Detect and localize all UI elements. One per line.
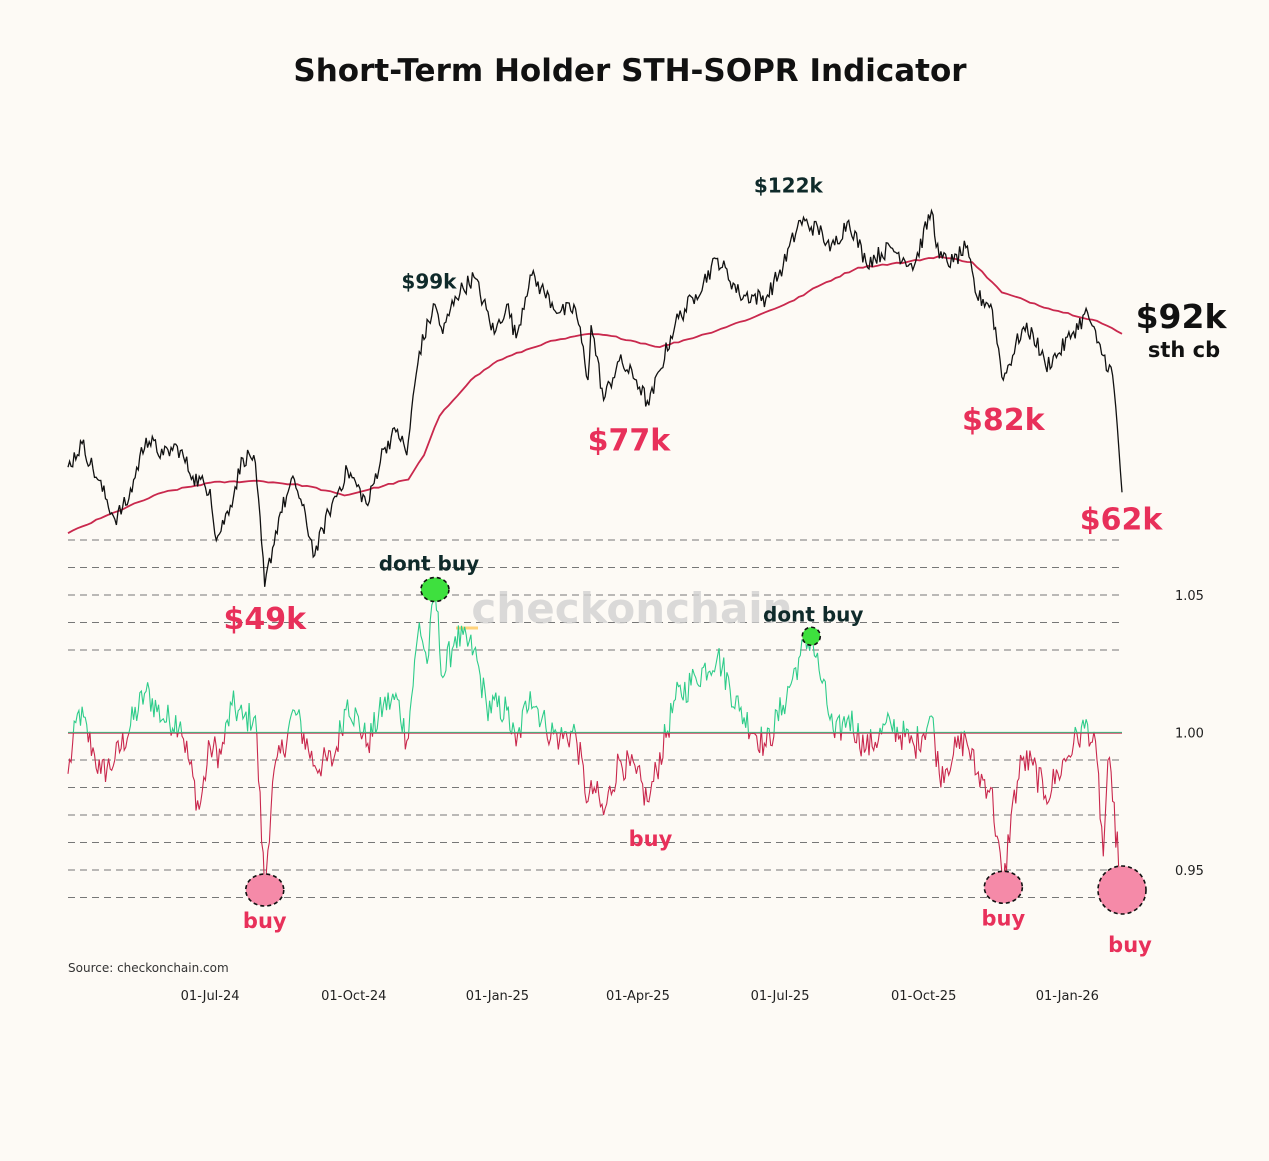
price-annotation: $82k: [962, 403, 1046, 438]
dont-buy-label: dont buy: [763, 602, 863, 626]
y-tick-label: 0.95: [1175, 864, 1204, 879]
chart-title: Short-Term Holder STH-SOPR Indicator: [293, 53, 967, 89]
annotations: dont buy dont buy buy buy buy buy $99k $122k $77…: [223, 174, 1227, 957]
buy-marker: [244, 873, 285, 907]
btc-price-line: [67, 208, 1123, 587]
sopr-series: [67, 589, 1123, 893]
x-tick-label: 01-Oct-24: [321, 989, 386, 1004]
signal-markers: [244, 576, 1147, 915]
buy-marker: [983, 870, 1024, 905]
source-note: Source: checkonchain.com: [68, 961, 229, 975]
sopr-line-above: [72, 589, 1095, 733]
y-axis: 0.95 1.00 1.05: [1175, 589, 1204, 879]
buy-label: buy: [629, 827, 673, 851]
price-annotation: $122k: [754, 174, 824, 198]
cost-basis-price-label: $92k: [1136, 297, 1228, 336]
x-tick-label: 01-Jul-25: [751, 989, 810, 1004]
price-annotation: $49k: [223, 602, 307, 637]
dont-buy-marker: [801, 626, 822, 647]
x-axis: 01-Jul-24 01-Oct-24 01-Jan-25 01-Apr-25 01-J…: [181, 989, 1099, 1004]
cost-basis-sub-label: sth cb: [1148, 338, 1220, 362]
dont-buy-marker: [420, 576, 450, 603]
price-annotation: $77k: [588, 423, 672, 458]
buy-label: buy: [243, 909, 287, 933]
buy-label: buy: [1108, 933, 1152, 957]
price-annotation: $62k: [1080, 502, 1164, 537]
sth-cost-basis-line: [67, 255, 1123, 534]
x-tick-label: 01-Jan-25: [466, 989, 529, 1004]
dont-buy-label: dont buy: [379, 552, 479, 576]
watermark: checkonchain: [471, 584, 792, 633]
sopr-line-below: [67, 732, 1123, 893]
x-tick-label: 01-Jan-26: [1036, 989, 1099, 1004]
x-tick-label: 01-Oct-25: [891, 989, 956, 1004]
x-tick-label: 01-Jul-24: [181, 989, 240, 1004]
buy-label: buy: [981, 906, 1025, 930]
buy-marker: [1097, 865, 1147, 915]
price-series: [67, 208, 1123, 587]
grid-lines: [68, 539, 1122, 898]
y-tick-label: 1.00: [1175, 727, 1204, 742]
y-tick-label: 1.05: [1175, 589, 1204, 604]
price-annotation: $99k: [401, 269, 457, 293]
x-tick-label: 01-Apr-25: [606, 989, 670, 1004]
